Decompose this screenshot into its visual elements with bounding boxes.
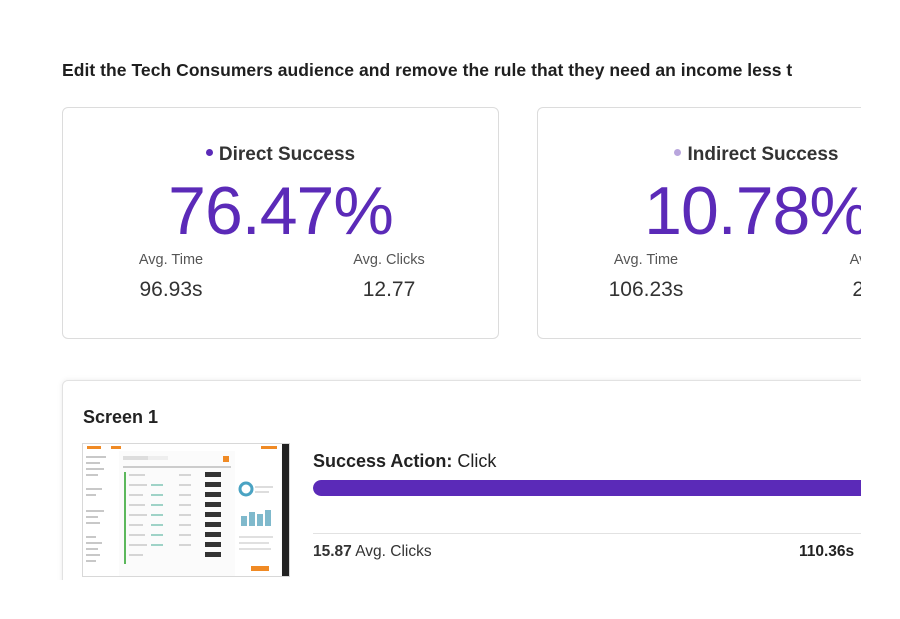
success-action: Success Action: Click (313, 451, 496, 472)
divider (313, 533, 861, 534)
direct-success-dot-icon (205, 149, 213, 157)
indirect-success-label: Indirect Success (538, 144, 861, 166)
indirect-success-value: 10.78% (644, 173, 861, 249)
success-progress-bar (313, 480, 861, 496)
screen-thumbnail[interactable] (82, 443, 290, 577)
stat-value: 96.93s (139, 278, 203, 301)
avg-clicks-value: 15.87 (313, 543, 352, 560)
direct-avg-clicks: Avg. Clicks 12.77 (319, 252, 459, 302)
success-action-value: Click (457, 451, 497, 471)
stat-value: 22 (852, 278, 861, 301)
success-action-label: Success Action: (313, 451, 453, 471)
stat-value: 106.23s (608, 278, 684, 301)
indirect-success-card: Indirect Success 10.78% Avg. Time 106.23… (537, 107, 861, 339)
screen-avg-time: 110.36s (799, 543, 855, 560)
direct-avg-time: Avg. Time 96.93s (101, 252, 241, 302)
indirect-success-dot-icon (674, 149, 682, 157)
avg-clicks-label: Avg. Clicks (355, 543, 432, 560)
direct-success-card: Direct Success 76.47% Avg. Time 96.93s A… (62, 107, 499, 339)
task-title: Edit the Tech Consumers audience and rem… (62, 60, 793, 80)
screen-thumbnail-image (83, 444, 289, 576)
direct-success-value: 76.47% (168, 173, 394, 249)
indirect-avg-time: Avg. Time 106.23s (576, 252, 716, 302)
stat-label: Avg. (849, 252, 861, 268)
stat-label: Avg. Clicks (353, 252, 425, 268)
stat-label: Avg. Time (138, 252, 204, 268)
success-progress-fill (313, 480, 861, 496)
screen-title: Screen 1 (83, 407, 159, 427)
viewport: Edit the Tech Consumers audience and rem… (62, 60, 861, 580)
screen-card: Screen 1 (62, 380, 861, 580)
direct-success-label: Direct Success (63, 144, 498, 166)
screen-avg-clicks: 15.87 Avg. Clicks (313, 543, 432, 561)
indirect-avg-clicks: Avg. 22 (794, 252, 861, 302)
stat-label: Avg. Time (613, 252, 679, 268)
stat-value: 12.77 (362, 278, 416, 301)
